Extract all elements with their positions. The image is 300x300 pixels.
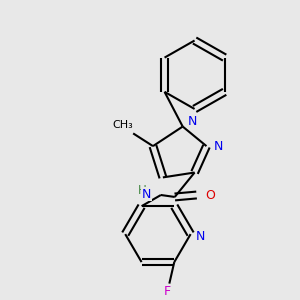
Text: N: N [196,230,205,243]
Text: F: F [164,285,171,298]
Text: N: N [188,115,197,128]
Text: N: N [214,140,223,153]
Text: CH₃: CH₃ [112,120,133,130]
Text: O: O [206,188,215,202]
Text: N: N [142,188,151,200]
Text: H: H [138,184,147,196]
